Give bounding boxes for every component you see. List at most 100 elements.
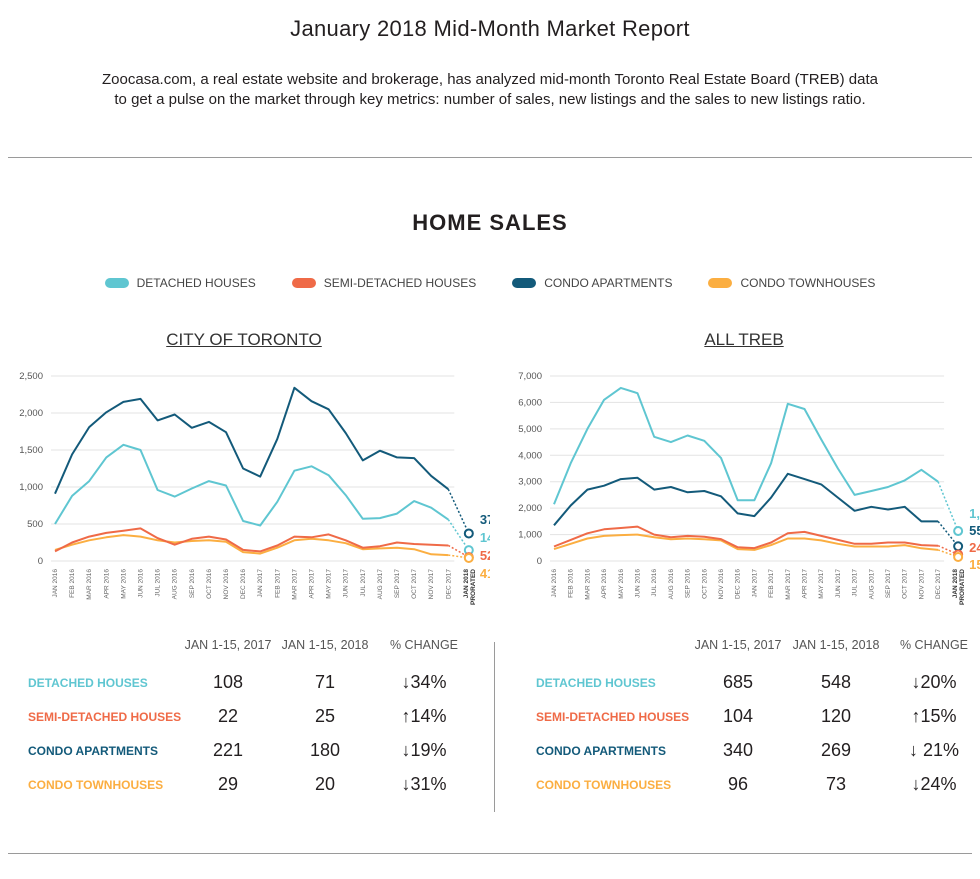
x-tick-label: JUL 2016 (651, 569, 658, 597)
x-tick-label: JUL 2017 (360, 569, 367, 597)
legend: DETACHED HOUSES SEMI-DETACHED HOUSES CON… (0, 276, 980, 290)
table-cell-change: ↑15% (911, 706, 957, 726)
y-tick-label: 1,500 (19, 445, 43, 456)
x-tick-label: AUG 2016 (172, 569, 179, 600)
legend-swatch-condo-town (708, 278, 733, 288)
chart-title-toronto: CITY OF TORONTO (166, 330, 322, 349)
table-row-label: DETACHED HOUSES (536, 676, 656, 690)
x-tick-label: MAR 2017 (291, 569, 298, 600)
series-line-semi-detached-houses (553, 525, 939, 550)
table-cell-v2017: 22 (217, 706, 239, 726)
table-cell-change: ↓ 21% (908, 740, 960, 760)
x-tick-label: JUN 2017 (835, 569, 842, 598)
legend-swatch-detached (104, 278, 129, 288)
y-tick-label: 5,000 (518, 424, 542, 435)
projection-point-condo-townhouses (463, 552, 474, 563)
projection-label-detached-houses: 1,133 (969, 506, 980, 521)
x-tick-label-projection: PRORATED (470, 569, 477, 605)
table-header: JAN 1-15, 2017 (694, 638, 782, 652)
series-line-detached-houses (54, 443, 449, 527)
table-row-label: CONDO TOWNHOUSES (536, 778, 672, 792)
x-tick-label: FEB 2016 (69, 569, 76, 598)
table-cell-v2018: 71 (314, 672, 336, 692)
legend-item-condo-town: CONDO TOWNHOUSES (708, 276, 875, 290)
chart-toronto: 0 500 1,000 1,500 2,000 2,500 JAN 2016 FEB 2016… (19, 371, 490, 605)
x-tick-label: NOV 2017 (428, 569, 435, 600)
x-tick-label: JAN 2016 (551, 569, 558, 598)
bottom-divider (8, 853, 972, 854)
table-cell-change: ↓31% (401, 774, 447, 794)
projection-point-detached-houses (953, 526, 964, 537)
x-tick-label: MAR 2016 (584, 569, 591, 600)
legend-swatch-semi (291, 278, 316, 288)
y-tick-label: 2,000 (19, 408, 43, 419)
y-tick-label: 1,000 (19, 482, 43, 493)
x-tick-label: NOV 2016 (223, 569, 230, 600)
legend-item-semi: SEMI-DETACHED HOUSES (291, 276, 476, 290)
x-tick-label: JAN 2016 (52, 569, 59, 598)
x-tick-label: SEP 2016 (685, 569, 692, 599)
projection-label-condo-townhouses: 41 (480, 566, 490, 581)
x-tick-label: AUG 2017 (868, 569, 875, 600)
x-tick-label: JUN 2017 (343, 569, 350, 598)
x-tick-label: JUN 2016 (138, 569, 145, 598)
y-tick-label: 0 (38, 556, 43, 567)
table-row-label: CONDO APARTMENTS (28, 744, 158, 758)
table-header: JAN 1-15, 2018 (281, 638, 369, 652)
x-tick-label: DEC 2017 (935, 569, 942, 599)
x-tick-label: SEP 2016 (189, 569, 196, 599)
section-title: HOME SALES (412, 210, 568, 235)
chart-title-treb: ALL TREB (704, 330, 784, 349)
table-cell-v2018: 548 (820, 672, 852, 692)
table-cell-v2018: 25 (314, 706, 336, 726)
y-tick-label: 6,000 (518, 397, 542, 408)
x-tick-label: OCT 2017 (411, 569, 418, 599)
projection-label-semi-detached-houses: 52 (480, 548, 490, 563)
projection-connector-condo-apartments (937, 520, 959, 547)
table-header: JAN 1-15, 2018 (792, 638, 880, 652)
x-tick-label: MAY 2016 (120, 569, 127, 599)
x-tick-label: APR 2016 (103, 569, 110, 599)
projection-connector-condo-apartments (447, 488, 470, 534)
series-line-semi-detached-houses (54, 527, 449, 553)
table-cell-change: ↓34% (401, 672, 447, 692)
y-tick-label: 2,000 (518, 503, 542, 514)
table-cell-change: ↓19% (401, 740, 447, 760)
intro-line-1: Zoocasa.com, a real estate website and b… (102, 71, 878, 88)
x-tick-label: JAN 2017 (257, 569, 264, 598)
x-tick-label-projection: JAN 2018 (463, 569, 470, 599)
x-tick-label-projection: PRORATED (959, 569, 966, 605)
projection-point-condo-townhouses (953, 552, 964, 563)
table-cell-change: ↑14% (401, 706, 447, 726)
x-tick-label: OCT 2016 (701, 569, 708, 599)
x-tick-label: AUG 2016 (668, 569, 675, 600)
x-tick-label: OCT 2016 (206, 569, 213, 599)
x-tick-label: MAY 2016 (618, 569, 625, 599)
series-line-detached-houses (553, 386, 939, 505)
legend-item-condo-apt: CONDO APARTMENTS (512, 276, 672, 290)
x-tick-label: MAR 2016 (86, 569, 93, 600)
table-cell-change: ↓24% (911, 774, 957, 794)
series-line-condo-apartments (54, 386, 449, 495)
x-tick-label: JUN 2016 (635, 569, 642, 598)
table-row-label: SEMI-DETACHED HOUSES (28, 710, 182, 724)
report-title: January 2018 Mid-Month Market Report (290, 16, 690, 41)
series-line-condo-townhouses (54, 534, 449, 557)
series-line-condo-townhouses (553, 533, 939, 551)
report-intro: Zoocasa.com, a real estate website and b… (30, 70, 950, 110)
legend-label-detached: DETACHED HOUSES (136, 276, 256, 290)
table-row-label: SEMI-DETACHED HOUSES (536, 710, 690, 724)
x-tick-label: OCT 2017 (902, 569, 909, 599)
table-header: JAN 1-15, 2017 (184, 638, 272, 652)
x-tick-label: SEP 2017 (885, 569, 892, 599)
x-tick-label: DEC 2017 (445, 569, 452, 599)
x-tick-label: MAR 2017 (785, 569, 792, 600)
y-tick-label: 7,000 (518, 371, 542, 382)
legend-swatch-condo-apt (512, 278, 537, 288)
x-tick-label: APR 2017 (802, 569, 809, 599)
x-tick-label: FEB 2016 (568, 569, 575, 598)
table-cell-v2017: 29 (217, 774, 239, 794)
x-tick-label: JAN 2017 (751, 569, 758, 598)
projection-point-condo-apartments (463, 528, 474, 539)
y-tick-label: 4,000 (518, 450, 542, 461)
